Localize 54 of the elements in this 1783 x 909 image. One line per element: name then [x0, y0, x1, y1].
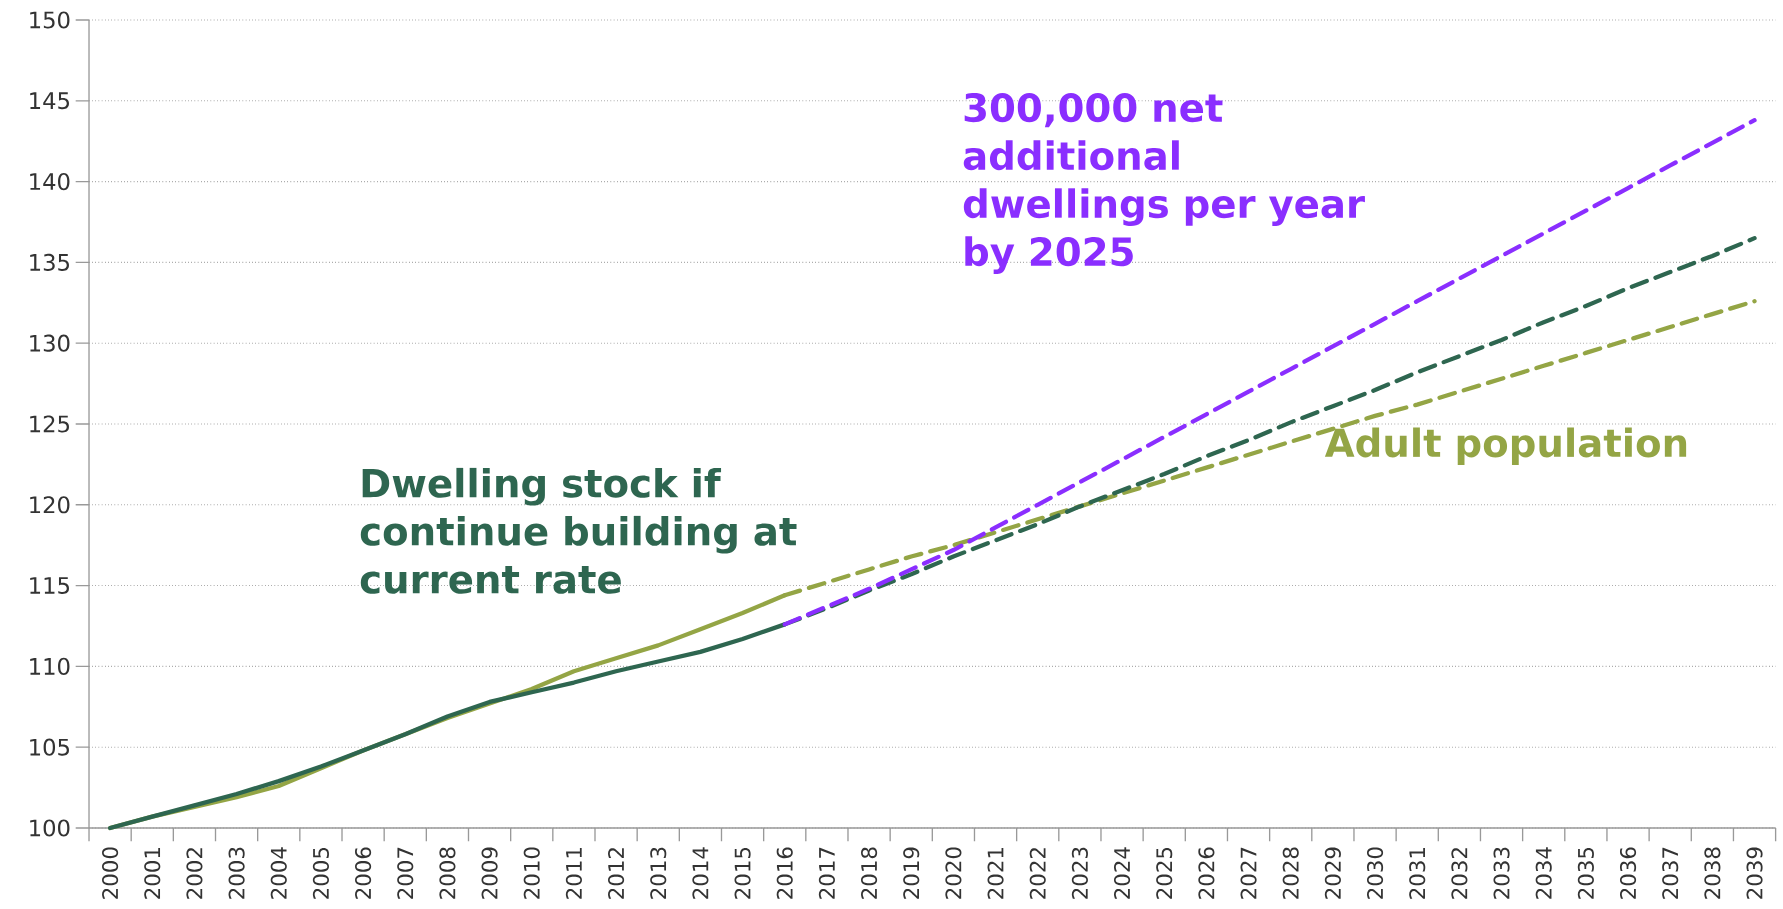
y-tick-label: 135 [30, 253, 69, 271]
y-tick-label: 110 [30, 657, 70, 675]
x-tick-label: 2011 [565, 848, 582, 899]
x-tick-label: 2038 [1704, 847, 1721, 899]
x-tick-label: 2021 [987, 848, 1004, 899]
x-tick-label: 2009 [481, 847, 498, 899]
x-tick-label: 2013 [650, 847, 667, 899]
x-tick-label: 2026 [1198, 847, 1215, 899]
x-tick-label: 2015 [734, 847, 751, 899]
x-tick-label: 2019 [903, 847, 920, 899]
x-tick-label: 2000 [102, 847, 119, 899]
text: Adult population [1324, 427, 1687, 465]
x-tick-label: 2010 [523, 847, 540, 899]
y-tick-label: 150 [30, 11, 70, 29]
x-tick-label: 2008 [439, 847, 456, 899]
x-tick-label: 2036 [1619, 847, 1637, 899]
x-tick-label: 2018 [861, 847, 878, 899]
y-tick-label: 100 [30, 819, 70, 837]
x-tick-label: 2030 [1366, 847, 1384, 899]
x-tick-label: 2035 [1577, 847, 1594, 899]
y-tick-label: 125 [30, 415, 69, 433]
x-tick-label: 2034 [1535, 847, 1552, 899]
x-tick-label: 2020 [945, 847, 962, 899]
x-tick-label: 2025 [1156, 847, 1173, 899]
x-tick-label: 2022 [1029, 848, 1046, 899]
x-tick-label: 2023 [1071, 847, 1088, 899]
series-label: 300,000 net additional dwellings per year by 2025 [963, 92, 1365, 275]
x-tick-label: 2005 [312, 847, 329, 899]
y-tick-label: 140 [30, 173, 70, 191]
series-label: Dwelling stock if continue building at current rate [360, 467, 797, 594]
x-tick-label: 2016 [776, 847, 793, 899]
x-tick-label: 2006 [355, 847, 372, 899]
x-tick-label: 2004 [270, 847, 287, 899]
x-tick-label: 2033 [1493, 847, 1510, 899]
x-tick-label: 2014 [692, 847, 709, 899]
y-tick-label: 105 [30, 738, 69, 756]
x-tick-label: 2031 [1409, 848, 1426, 899]
x-tick-label: 2024 [1113, 847, 1131, 899]
x-tick-label: 2028 [1282, 847, 1299, 899]
x-tick-label: 2012 [608, 848, 625, 899]
y-tick-label: 130 [30, 334, 70, 352]
x-tick-label: 2039 [1746, 847, 1763, 899]
x-tick-label: 2007 [397, 847, 414, 899]
x-tick-label: 2029 [1324, 847, 1341, 899]
x-tick-label: 2001 [144, 848, 161, 899]
y-tick-label: 115 [30, 577, 69, 594]
x-tick-label: 2017 [818, 847, 835, 899]
x-tick-label: 2032 [1451, 848, 1468, 899]
x-tick-label: 2002 [186, 848, 203, 899]
x-tick-label: 2037 [1662, 847, 1679, 899]
y-tick-label: 120 [30, 496, 70, 514]
y-tick-label: 145 [30, 92, 69, 110]
x-tick-label: 2003 [228, 847, 245, 899]
x-tick-label: 2027 [1240, 847, 1257, 899]
